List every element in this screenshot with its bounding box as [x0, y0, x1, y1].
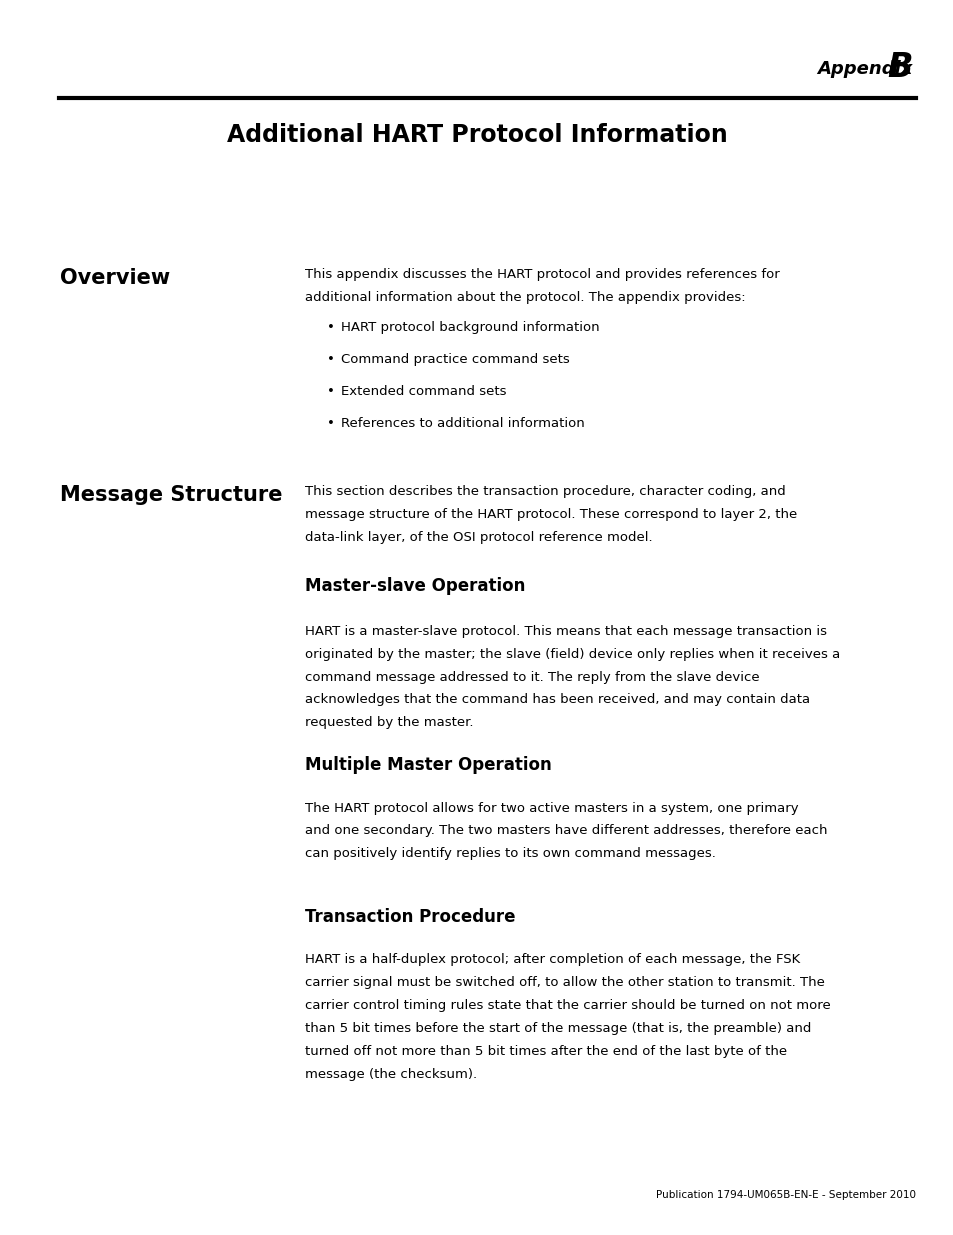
Text: carrier control timing rules state that the carrier should be turned on not more: carrier control timing rules state that … — [305, 999, 830, 1013]
Text: than 5 bit times before the start of the message (that is, the preamble) and: than 5 bit times before the start of the… — [305, 1023, 811, 1035]
Text: Command practice command sets: Command practice command sets — [340, 353, 569, 367]
Text: HART is a master-slave protocol. This means that each message transaction is: HART is a master-slave protocol. This me… — [305, 625, 826, 638]
Text: can positively identify replies to its own command messages.: can positively identify replies to its o… — [305, 847, 716, 861]
Text: message structure of the HART protocol. These correspond to layer 2, the: message structure of the HART protocol. … — [305, 509, 797, 521]
Text: HART is a half-duplex protocol; after completion of each message, the FSK: HART is a half-duplex protocol; after co… — [305, 953, 800, 967]
Text: •: • — [327, 417, 335, 431]
Text: Additional HART Protocol Information: Additional HART Protocol Information — [227, 124, 726, 147]
Text: and one secondary. The two masters have different addresses, therefore each: and one secondary. The two masters have … — [305, 825, 827, 837]
Text: References to additional information: References to additional information — [340, 417, 584, 431]
Text: •: • — [327, 321, 335, 335]
Text: Overview: Overview — [60, 268, 170, 288]
Text: This appendix discusses the HART protocol and provides references for: This appendix discusses the HART protoco… — [305, 268, 780, 282]
Text: originated by the master; the slave (field) device only replies when it receives: originated by the master; the slave (fie… — [305, 648, 840, 661]
Text: carrier signal must be switched off, to allow the other station to transmit. The: carrier signal must be switched off, to … — [305, 976, 824, 989]
Text: Master-slave Operation: Master-slave Operation — [305, 577, 525, 595]
Text: Extended command sets: Extended command sets — [340, 385, 505, 399]
Text: Transaction Procedure: Transaction Procedure — [305, 908, 516, 926]
Text: message (the checksum).: message (the checksum). — [305, 1067, 476, 1081]
Text: turned off not more than 5 bit times after the end of the last byte of the: turned off not more than 5 bit times aft… — [305, 1045, 786, 1058]
Text: •: • — [327, 385, 335, 399]
Text: command message addressed to it. The reply from the slave device: command message addressed to it. The rep… — [305, 671, 760, 684]
Text: acknowledges that the command has been received, and may contain data: acknowledges that the command has been r… — [305, 694, 809, 706]
Text: The HART protocol allows for two active masters in a system, one primary: The HART protocol allows for two active … — [305, 802, 798, 815]
Text: B: B — [886, 51, 912, 84]
Text: additional information about the protocol. The appendix provides:: additional information about the protoco… — [305, 290, 745, 304]
Text: Multiple Master Operation: Multiple Master Operation — [305, 756, 552, 774]
Text: This section describes the transaction procedure, character coding, and: This section describes the transaction p… — [305, 485, 785, 499]
Text: requested by the master.: requested by the master. — [305, 716, 474, 730]
Text: Message Structure: Message Structure — [60, 485, 282, 505]
Text: data-link layer, of the OSI protocol reference model.: data-link layer, of the OSI protocol ref… — [305, 531, 652, 545]
Text: •: • — [327, 353, 335, 367]
Text: Appendix: Appendix — [817, 61, 912, 78]
Text: HART protocol background information: HART protocol background information — [340, 321, 598, 335]
Text: Publication 1794-UM065B-EN-E - September 2010: Publication 1794-UM065B-EN-E - September… — [655, 1191, 915, 1200]
